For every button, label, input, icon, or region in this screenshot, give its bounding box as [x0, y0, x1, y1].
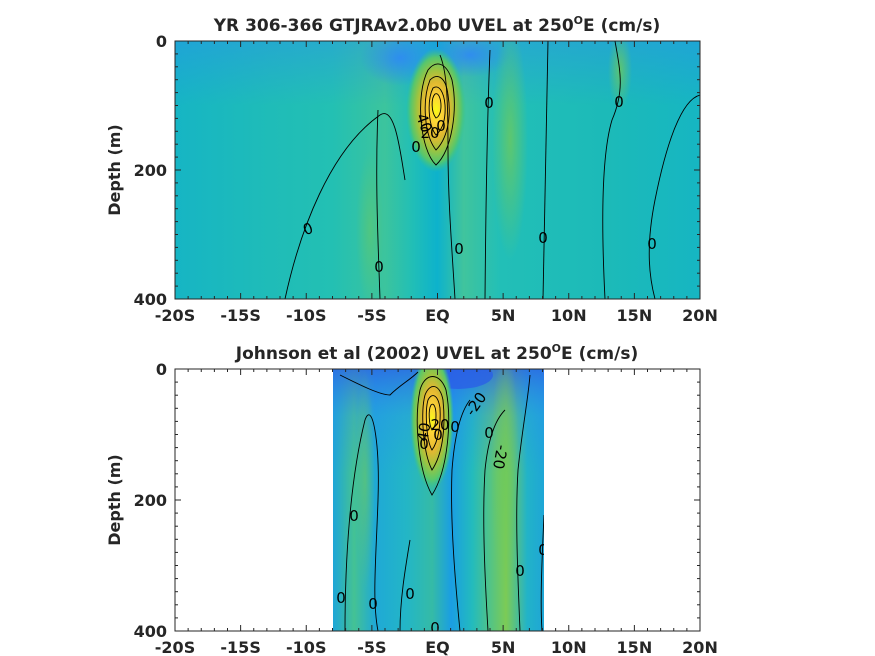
chart-title-top: YR 306-366 GTJRAv2.0b0 UVEL at 250OE (cm… — [213, 14, 660, 36]
contour-label: 0 — [405, 585, 415, 603]
x-tick-label: 15N — [617, 306, 653, 325]
x-tick-label: -5S — [357, 306, 386, 325]
y-tick-label: 200 — [134, 491, 167, 510]
contour-label: 0 — [538, 229, 548, 247]
contour-label: 40 — [412, 111, 435, 135]
contour-label: 0 — [349, 507, 359, 525]
x-tick-label: 10N — [551, 638, 587, 656]
contour-label: 0 — [430, 619, 440, 637]
panel-bottom: 0 0 0 0 0 0 0 0 0 0 0 -20 -20 20 40 -20S… — [105, 342, 718, 656]
x-tick-label: 5N — [491, 638, 516, 656]
x-tick-labels-top: -20S -15S -10S -5S EQ 5N 10N 15N 20N — [155, 306, 718, 325]
x-tick-label: -20S — [155, 638, 195, 656]
x-tick-labels-bottom: -20S -15S -10S -5S EQ 5N 10N 15N 20N — [155, 638, 718, 656]
x-tick-label: EQ — [425, 306, 450, 325]
chart-title-bottom: Johnson et al (2002) UVEL at 250OE (cm/s… — [235, 342, 638, 364]
x-tick-label: 10N — [551, 306, 587, 325]
contour-label: 0 — [515, 562, 525, 580]
y-axis-label-bottom: Depth (m) — [105, 454, 124, 546]
contour-label: 0 — [374, 258, 384, 276]
y-tick-label: 400 — [134, 622, 167, 641]
contour-label: 0 — [411, 138, 421, 156]
contour-label: 0 — [419, 435, 429, 453]
tick-marks-top — [174, 40, 701, 300]
contour-label: 0 — [436, 117, 446, 135]
contour-label: 0 — [614, 93, 624, 111]
contour-label: 0 — [368, 595, 378, 613]
y-axis-label-top: Depth (m) — [105, 124, 124, 216]
tick-marks-bottom — [174, 368, 701, 632]
contour-label: -20 — [489, 443, 511, 470]
y-tick-label: 400 — [134, 290, 167, 309]
x-tick-label: -20S — [155, 306, 195, 325]
x-tick-label: 20N — [682, 638, 718, 656]
heatmap-field-bottom: 0 0 0 0 0 0 0 0 0 0 0 -20 -20 20 40 — [333, 369, 548, 637]
x-tick-label: -15S — [220, 306, 260, 325]
x-tick-label: EQ — [425, 638, 450, 656]
contour-label: 0 — [538, 541, 548, 559]
contour-label: 0 — [450, 418, 460, 436]
contour-label: 0 — [647, 235, 657, 253]
y-tick-labels-bottom: 0 200 400 — [134, 360, 167, 641]
x-tick-label: -10S — [286, 638, 326, 656]
contour-lines-bottom — [339, 371, 544, 631]
contour-label: 0 — [336, 589, 346, 607]
x-tick-label: -10S — [286, 306, 326, 325]
contour-label: 20 — [420, 124, 439, 142]
y-tick-label: 200 — [134, 161, 167, 180]
y-tick-labels-top: 0 200 400 — [134, 32, 167, 309]
contour-label: 0 — [454, 240, 464, 258]
heatmap-field-top: 0 0 0 0 0 0 0 0 40 20 0 — [175, 41, 700, 299]
y-tick-label: 0 — [156, 360, 167, 379]
y-tick-label: 0 — [156, 32, 167, 51]
contour-label: 20 — [430, 416, 449, 434]
x-tick-label: -5S — [357, 638, 386, 656]
contour-label: 40 — [413, 421, 434, 443]
contour-label: 0 — [484, 424, 494, 442]
x-tick-label: 15N — [617, 638, 653, 656]
x-tick-label: -15S — [220, 638, 260, 656]
contour-lines-top — [284, 41, 700, 299]
contour-label: 0 — [484, 94, 494, 112]
x-tick-label: 5N — [491, 306, 516, 325]
contour-label: 0 — [433, 426, 443, 444]
x-tick-label: 20N — [682, 306, 718, 325]
panel-top: 0 0 0 0 0 0 0 0 40 20 0 -20S -15S -10S -5S E… — [105, 14, 718, 325]
